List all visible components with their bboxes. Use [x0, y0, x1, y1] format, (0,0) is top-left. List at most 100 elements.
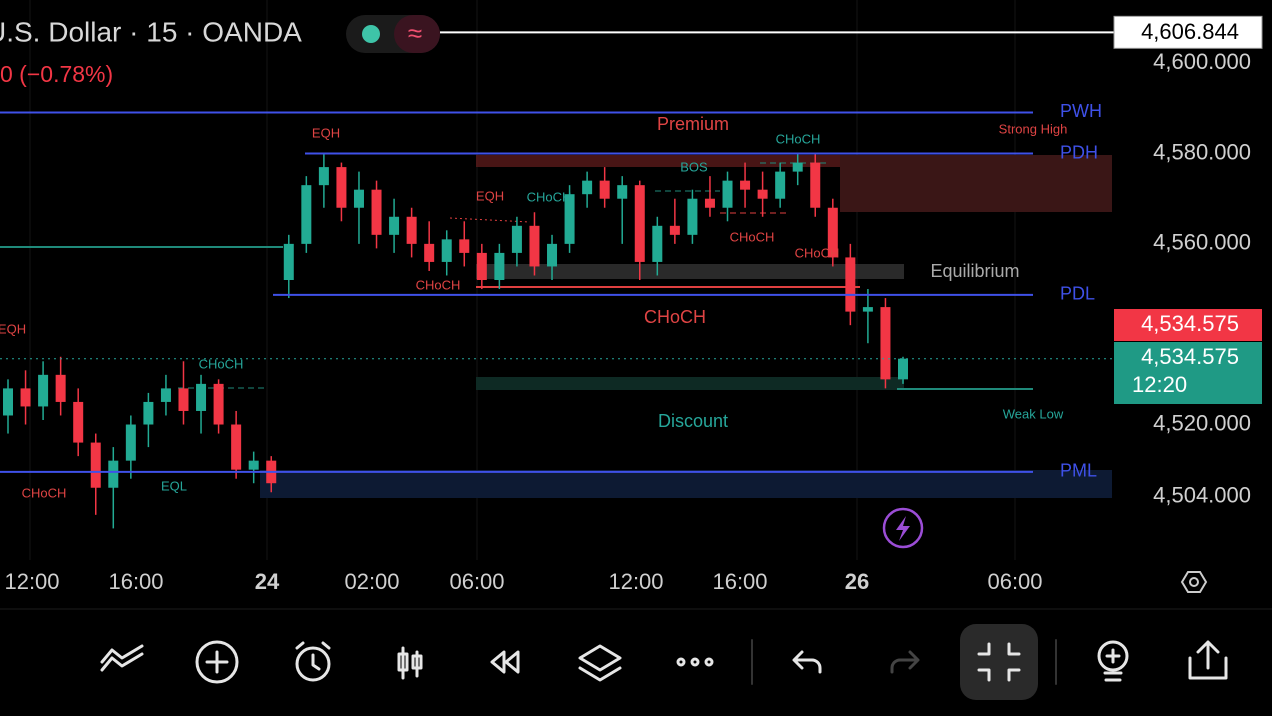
- candle-body: [652, 225, 663, 262]
- levels: PWH PDH PDL PML: [0, 101, 1102, 481]
- candle-body: [775, 171, 786, 199]
- candle-body: [213, 383, 224, 425]
- price-badge: [1113, 15, 1263, 49]
- price-axis: [1112, 0, 1272, 608]
- candle-body: [880, 307, 891, 380]
- bar-timer: 12:20: [1132, 372, 1187, 397]
- settings-icon-center: [1189, 577, 1199, 587]
- candle-body: [634, 185, 645, 262]
- equilibrium-zone: [476, 264, 904, 279]
- annotation: EQH: [0, 321, 26, 336]
- y-tick-label: 4,560.000: [1153, 230, 1251, 255]
- annotation: EQH: [476, 188, 504, 203]
- more-dot: [704, 657, 714, 667]
- annotation: CHoCH: [416, 277, 461, 292]
- candle-body: [160, 388, 171, 402]
- indicator-pill[interactable]: [394, 15, 440, 53]
- price-change: 0 (−0.78%): [0, 61, 113, 87]
- premium-zone: [840, 155, 1112, 212]
- replay-button[interactable]: [490, 650, 520, 674]
- annotation: EQL: [161, 478, 187, 493]
- level-label: PML: [1060, 461, 1097, 481]
- candle-body: [90, 442, 101, 488]
- candle-body: [617, 185, 628, 199]
- lightning-icon: [896, 516, 910, 541]
- candle-body: [564, 194, 575, 244]
- candle-body: [336, 167, 347, 208]
- header: U.S. Dollar · 15 · OANDA 0 (−0.78%) ≈: [0, 15, 440, 87]
- annotation: Discount: [658, 411, 728, 431]
- candle-body: [722, 180, 733, 208]
- x-tick-label: 16:00: [108, 569, 163, 594]
- alert-button[interactable]: [882, 507, 924, 549]
- chart-type-button[interactable]: [397, 646, 423, 680]
- candle-body: [55, 374, 66, 402]
- annotation: Weak Low: [1003, 406, 1064, 421]
- trend-tool[interactable]: [100, 644, 144, 672]
- add-icon: [205, 650, 229, 674]
- settings-icon[interactable]: [1180, 571, 1208, 593]
- redo-button[interactable]: [890, 650, 920, 674]
- candle-body: [529, 225, 540, 267]
- alarm-button[interactable]: [295, 646, 331, 682]
- candle-body: [353, 189, 364, 208]
- candle-body: [143, 401, 154, 425]
- candle-body: [845, 257, 856, 312]
- share-button[interactable]: [1188, 640, 1228, 680]
- x-tick-label: 12:00: [608, 569, 663, 594]
- annotation: CHoCH: [644, 307, 706, 327]
- candle-body: [862, 307, 873, 312]
- candle-body: [20, 388, 31, 407]
- candle-body: [301, 185, 312, 244]
- candle-body: [108, 460, 119, 488]
- candle-body: [125, 424, 136, 461]
- layers-button[interactable]: [578, 644, 622, 682]
- add-button[interactable]: [195, 640, 239, 684]
- annotation: CHoCH: [730, 229, 775, 244]
- discount-zone: [476, 377, 904, 390]
- more-button[interactable]: [676, 657, 686, 667]
- annotation: CHoCH: [199, 356, 244, 371]
- candle-body: [406, 216, 417, 244]
- x-tick-label: 02:00: [344, 569, 399, 594]
- fullscreen-button[interactable]: [960, 624, 1038, 700]
- undo-button[interactable]: [792, 650, 822, 674]
- toolbar: [100, 624, 1228, 700]
- annotation: CHoCH: [22, 485, 67, 500]
- candle-body: [547, 243, 558, 267]
- annotation: EQH: [312, 125, 340, 140]
- status-dot: [362, 25, 380, 43]
- y-tick-label: 4,600.000: [1153, 49, 1251, 74]
- price-badge: [1114, 342, 1262, 404]
- annotations: EQH Premium CHoCH Strong High BOS EQH CHoCH CHo…: [0, 114, 1067, 501]
- pml-zone: [260, 470, 1112, 498]
- candle-body: [231, 424, 242, 470]
- candle-body: [757, 189, 768, 199]
- x-tick-label: 06:00: [987, 569, 1042, 594]
- annotation: Premium: [657, 114, 729, 134]
- candle-body: [459, 239, 470, 253]
- candle-body: [196, 383, 207, 411]
- more-dot: [690, 657, 700, 667]
- candle-body: [494, 252, 505, 280]
- price-badge-label: 4,534.575: [1141, 311, 1239, 336]
- price-badge-label: 4,606.844: [1141, 19, 1239, 44]
- candle-body: [669, 225, 680, 235]
- annotation: CHoCH: [795, 245, 840, 260]
- x-tick-label: 26: [845, 569, 869, 594]
- candle-body: [424, 243, 435, 262]
- candles: [3, 153, 908, 529]
- annotation: Equilibrium: [930, 261, 1019, 281]
- indicator-icon: ≈: [408, 18, 422, 48]
- candle-body: [178, 388, 189, 411]
- candle-body: [511, 225, 522, 253]
- candle-body: [704, 198, 715, 208]
- candle-body: [389, 216, 400, 235]
- x-tick-label: 16:00: [712, 569, 767, 594]
- candle-body: [248, 460, 259, 470]
- level-label: PDL: [1060, 284, 1095, 304]
- ideas-button[interactable]: [1097, 640, 1129, 672]
- x-tick-label: 06:00: [449, 569, 504, 594]
